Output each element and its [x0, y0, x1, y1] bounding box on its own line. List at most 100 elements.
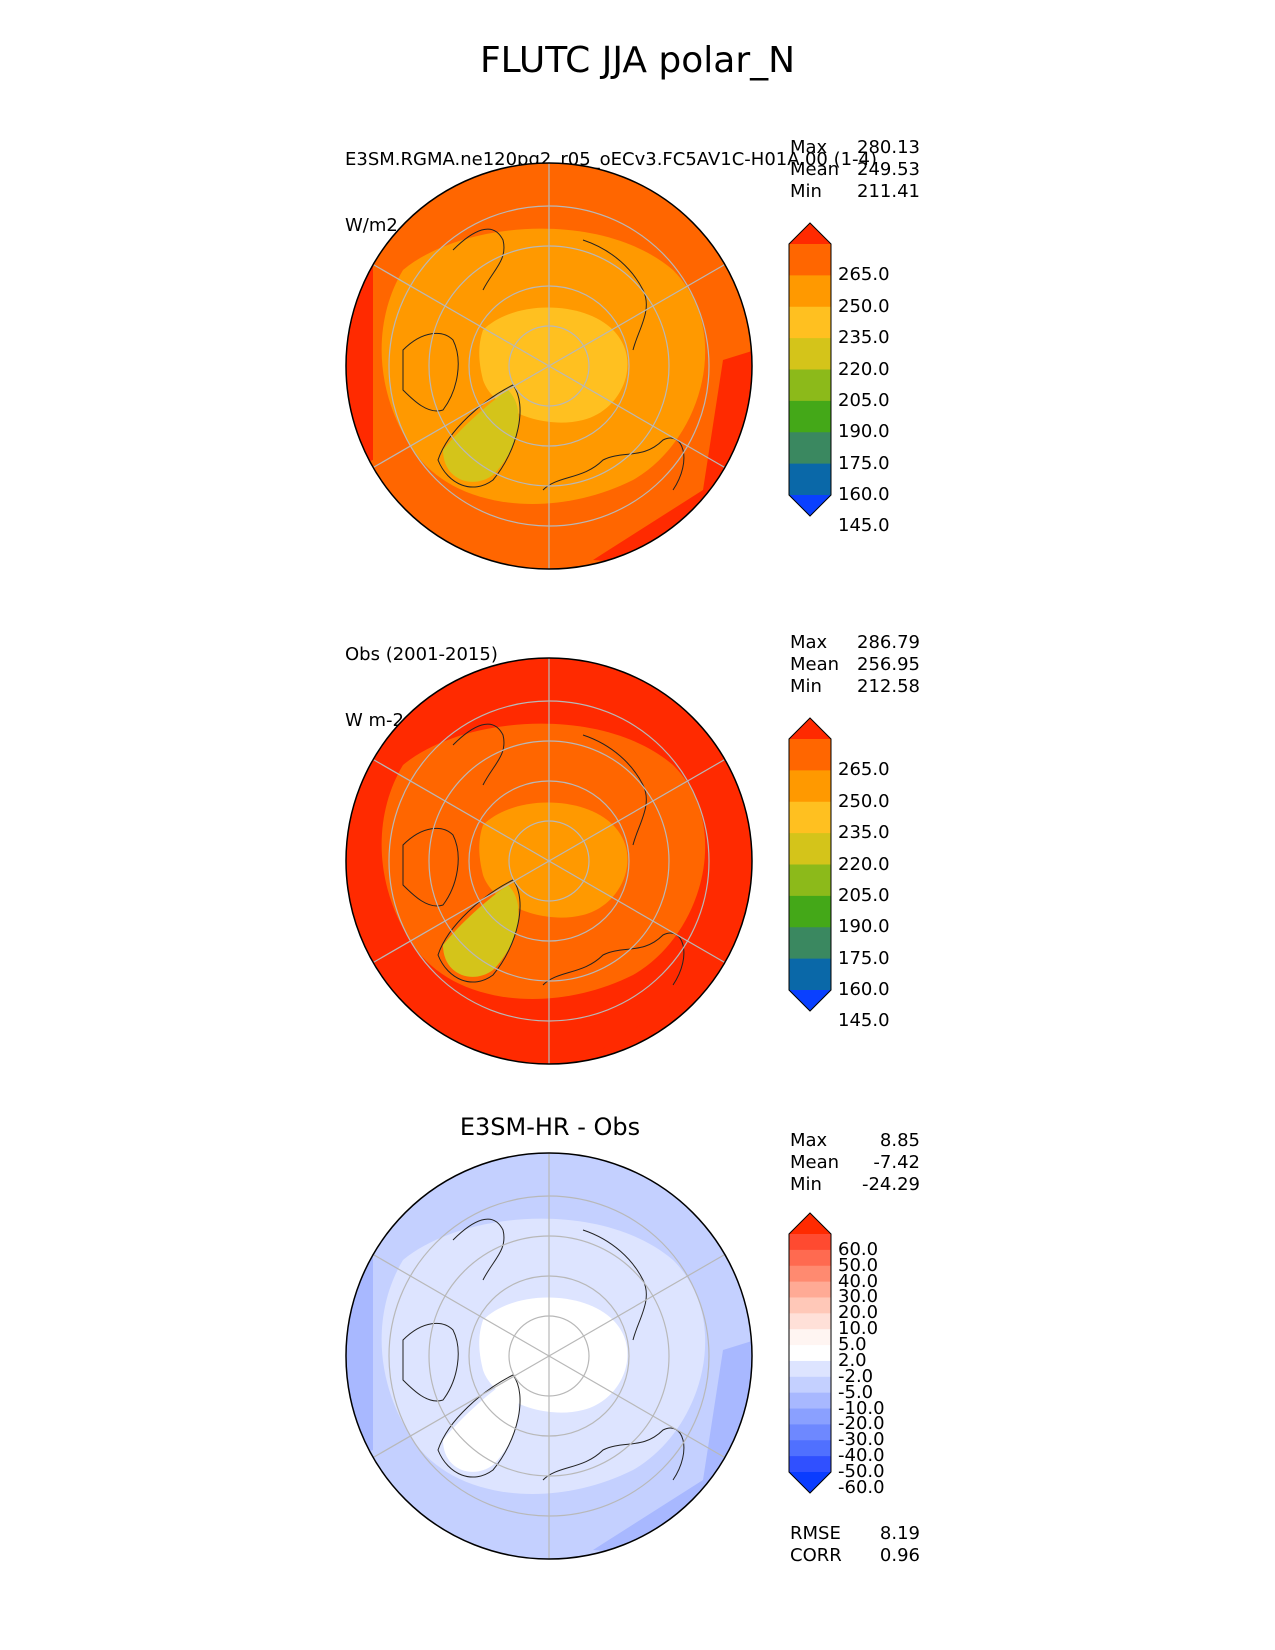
ref-panel-title: Obs (2001-2015) W m-2 [345, 600, 498, 754]
colorbar-tick-label: -30.0 [838, 1429, 885, 1451]
colorbar-tick-label: 190.0 [838, 421, 890, 443]
colorbar-swatch [789, 275, 831, 308]
colorbar-swatch [789, 1281, 831, 1298]
colorbar-svg [788, 1212, 832, 1494]
colorbar-swatch [789, 1360, 831, 1378]
diff-rmse: 8.19 [879, 1523, 920, 1544]
colorbar-swatch [789, 1392, 831, 1410]
test-units: W/m2 [345, 215, 398, 236]
coastline-greenland [437, 384, 521, 488]
field-greenland [443, 885, 519, 977]
colorbar-swatch [789, 864, 831, 897]
colorbar-tick-label: 40.0 [838, 1270, 879, 1292]
colorbar-tick-label: 2.0 [838, 1349, 867, 1371]
colorbar-tick-label: 250.0 [838, 790, 890, 812]
coastline-asia [582, 239, 647, 351]
diff-corr: 0.96 [879, 1545, 920, 1566]
colorbar-tick-label: 160.0 [838, 484, 890, 505]
colorbar-tick-label: -20.0 [838, 1413, 885, 1435]
colorbar-outline [788, 222, 832, 517]
coastline-alaska [452, 1218, 505, 1281]
field-greenland [443, 1380, 519, 1472]
colorbar-swatch [789, 1345, 831, 1362]
colorbar-swatch [789, 739, 831, 771]
test-max: 280.13 [857, 137, 920, 158]
colorbar-tick-label: 175.0 [838, 452, 890, 474]
colorbar-tick-label: 220.0 [838, 358, 890, 380]
colorbar-tick-label: 10.0 [838, 1318, 879, 1340]
colorbar-svg [788, 222, 832, 517]
field-arctic [479, 1297, 628, 1413]
field-greenland [443, 390, 519, 482]
ref-mean: 256.95 [857, 654, 920, 675]
graticule [372, 163, 726, 569]
colorbar-tick-label: 50.0 [838, 1254, 879, 1276]
colorbar-outline [788, 1212, 832, 1494]
colorbar-swatch [789, 1249, 831, 1267]
colorbar-tick-label: 20.0 [838, 1302, 879, 1324]
ref-units: W m-2 [345, 710, 405, 731]
colorbar-swatch [789, 958, 831, 991]
colorbar-swatch [789, 1234, 831, 1251]
coastline-alaska [452, 723, 505, 786]
colorbar-tick-label: -40.0 [838, 1445, 885, 1467]
field-arctic [479, 307, 628, 423]
colorbar-extend-bottom [789, 1472, 831, 1493]
colorbar-swatch [789, 770, 831, 803]
diff-colorbar: 60.0 50.0 40.0 30.0 20.0 10.0 5.0 2.0 -2.0 -5.0 -1… [788, 1212, 908, 1496]
colorbar-tick-label: 60.0 [838, 1238, 879, 1260]
colorbar-extend-top [789, 718, 831, 739]
diff-max: 8.85 [879, 1130, 920, 1151]
colorbar-tick-label: 235.0 [838, 822, 890, 844]
diff-metrics: RMSE 8.19 CORR 0.96 [790, 1523, 920, 1566]
colorbar-swatch [789, 1408, 831, 1425]
coastline-asia [582, 1229, 647, 1341]
colorbar-swatch [789, 927, 831, 960]
test-colorbar: 265.0 250.0 235.0 220.0 205.0 190.0 175.0 160.0… [788, 222, 908, 535]
colorbar-swatch [789, 463, 831, 496]
field-arctic [479, 802, 628, 918]
diff-stats: Max 8.85 Mean -7.42 Min -24.29 [790, 1130, 920, 1195]
diff-panel-title: E3SM-HR - Obs [459, 1113, 641, 1141]
coastline-alaska [452, 228, 505, 291]
colorbar-outline [788, 717, 832, 1012]
colorbar-extend-top [789, 223, 831, 244]
colorbar-swatch [789, 338, 831, 370]
colorbar-tick-label: 145.0 [838, 515, 890, 537]
colorbar-tick-label: -50.0 [838, 1461, 885, 1482]
colorbar-swatch [789, 1313, 831, 1330]
colorbar-swatch [789, 369, 831, 402]
map-boundary [345, 657, 753, 1065]
test-stats: Max 280.13 Mean 249.53 Min 211.41 [790, 137, 920, 202]
colorbar-tick-label: 235.0 [838, 327, 890, 349]
colorbar-tick-label: -10.0 [838, 1397, 885, 1419]
colorbar-swatch [789, 306, 831, 339]
colorbar-swatch [789, 244, 831, 276]
map-boundary [345, 1152, 753, 1560]
colorbar-tick-label: 205.0 [838, 884, 890, 906]
colorbar-swatch [789, 400, 831, 433]
colorbar-tick-label: 220.0 [838, 853, 890, 875]
colorbar-tick-label: 160.0 [838, 979, 890, 1000]
colorbar-extend-bottom [789, 990, 831, 1011]
colorbar-tick-label: 265.0 [838, 264, 890, 286]
meridian-line [548, 1253, 726, 1357]
coastline-asia [582, 734, 647, 846]
diff-polar-map [345, 1152, 753, 1560]
colorbar-swatch [789, 801, 831, 834]
coastline-greenland [437, 1374, 521, 1478]
colorbar-tick-label: 175.0 [838, 947, 890, 969]
ref-max: 286.79 [857, 632, 920, 653]
test-run-name: E3SM.RGMA.ne120pg2_r05_oECv3.FC5AV1C-H01… [345, 149, 878, 170]
colorbar-tick-label: 265.0 [838, 759, 890, 781]
colorbar-swatch [789, 833, 831, 865]
ref-colorbar: 265.0 250.0 235.0 220.0 205.0 190.0 175.0 160.0… [788, 717, 908, 1030]
colorbar-tick-label: 190.0 [838, 916, 890, 938]
colorbar-swatch [789, 1440, 831, 1457]
test-panel-title: E3SM.RGMA.ne120pg2_r05_oECv3.FC5AV1C-H01… [345, 105, 877, 259]
colorbar-tick-label: 30.0 [838, 1286, 879, 1308]
colorbar-svg [788, 717, 832, 1012]
meridian-line [372, 1253, 550, 1357]
colorbar-swatch [789, 1424, 831, 1441]
colorbar-tick-label: 145.0 [838, 1010, 890, 1032]
